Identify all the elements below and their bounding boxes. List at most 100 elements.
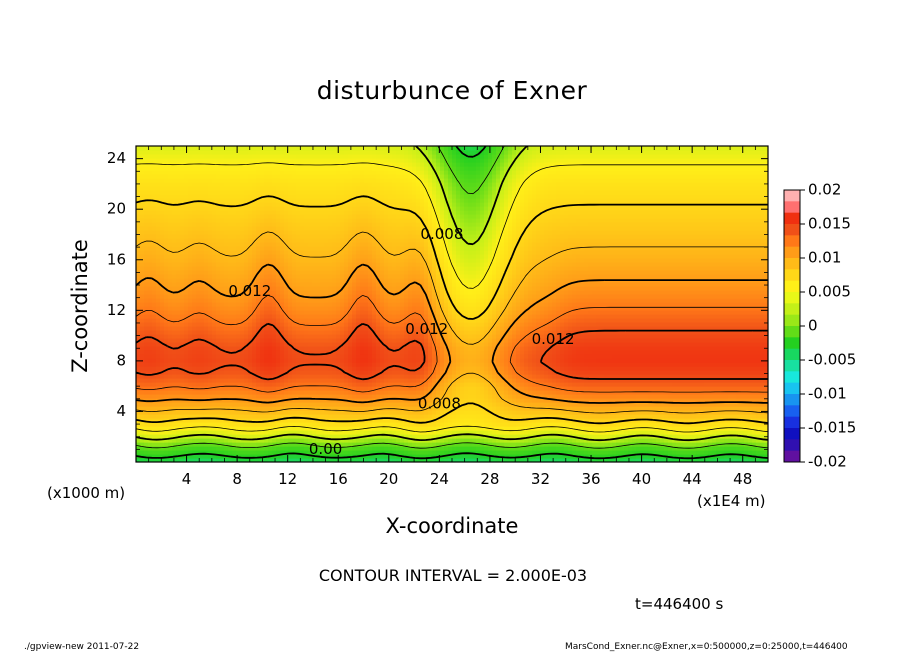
heat-cell [312, 294, 317, 299]
heat-cell [276, 314, 281, 319]
heat-cell [296, 398, 301, 403]
heat-cell [384, 286, 389, 291]
heat-cell [156, 322, 161, 327]
heat-cell [212, 226, 217, 231]
heat-cell [168, 442, 173, 447]
heat-cell [240, 434, 245, 439]
heat-cell [256, 282, 261, 287]
heat-cell [280, 278, 285, 283]
heat-cell [300, 186, 305, 191]
heat-cell [368, 246, 373, 251]
heat-cell [276, 234, 281, 239]
heat-cell [308, 294, 313, 299]
heat-cell [284, 454, 289, 459]
heat-cell [336, 190, 341, 195]
heat-cell [152, 290, 157, 295]
heat-cell [248, 338, 253, 343]
heat-cell [380, 178, 385, 183]
heat-cell [156, 198, 161, 203]
heat-cell [320, 438, 325, 443]
heat-cell [164, 362, 169, 367]
heat-cell [272, 318, 277, 323]
heat-cell [352, 150, 357, 155]
heat-cell [360, 250, 365, 255]
heat-cell [268, 458, 273, 462]
heat-cell [296, 146, 301, 151]
heat-cell [228, 186, 233, 191]
heat-cell [140, 230, 145, 235]
heat-cell [308, 154, 313, 159]
heat-cell [196, 378, 201, 383]
heat-cell [136, 158, 141, 163]
heat-cell [144, 174, 149, 179]
heat-cell [284, 242, 289, 247]
heat-cell [372, 346, 377, 351]
heat-cell [224, 430, 229, 435]
heat-cell [260, 214, 265, 219]
heat-cell [360, 210, 365, 215]
heat-cell [368, 306, 373, 311]
heat-cell [216, 330, 221, 335]
heat-cell [276, 406, 281, 411]
heat-cell [276, 250, 281, 255]
heat-cell [312, 250, 317, 255]
heat-cell [224, 194, 229, 199]
heat-cell [136, 254, 141, 259]
heat-cell [136, 334, 141, 339]
heat-cell [276, 382, 281, 387]
heat-cell [196, 438, 201, 443]
heat-cell [324, 442, 329, 447]
heat-cell [264, 350, 269, 355]
heat-cell [188, 154, 193, 159]
heat-cell [344, 154, 349, 159]
heat-cell [136, 150, 141, 155]
heat-cell [196, 302, 201, 307]
heat-cell [284, 158, 289, 163]
heat-cell [284, 294, 289, 299]
heat-cell [180, 458, 185, 462]
heat-cell [192, 318, 197, 323]
heat-cell [224, 330, 229, 335]
heat-cell [236, 158, 241, 163]
heat-cell [356, 198, 361, 203]
heat-cell [164, 318, 169, 323]
heat-cell [336, 358, 341, 363]
heat-cell [252, 426, 257, 431]
heat-cell [256, 254, 261, 259]
heat-cell [244, 414, 249, 419]
heat-cell [260, 274, 265, 279]
heat-cell [140, 322, 145, 327]
heat-cell [188, 238, 193, 243]
heat-cell [280, 402, 285, 407]
heat-cell [248, 190, 253, 195]
heat-cell [156, 310, 161, 315]
heat-cell [312, 418, 317, 423]
heat-cell [164, 334, 169, 339]
heat-cell [252, 350, 257, 355]
heat-cell [232, 394, 237, 399]
heat-cell [216, 378, 221, 383]
heat-cell [288, 210, 293, 215]
heat-cell [220, 250, 225, 255]
heat-cell [172, 438, 177, 443]
heat-cell [352, 326, 357, 331]
heat-cell [180, 270, 185, 275]
heat-cell [300, 194, 305, 199]
heat-cell [248, 382, 253, 387]
heat-cell [164, 270, 169, 275]
heat-cell [332, 238, 337, 243]
heat-cell [220, 446, 225, 451]
heat-cell [236, 306, 241, 311]
heat-cell [184, 274, 189, 279]
heat-cell [196, 410, 201, 415]
heat-cell [248, 366, 253, 371]
heat-cell [304, 426, 309, 431]
heat-cell [236, 230, 241, 235]
heat-cell [308, 230, 313, 235]
heat-cell [204, 458, 209, 462]
heat-cell [272, 354, 277, 359]
heat-cell [264, 274, 269, 279]
heat-cell [348, 242, 353, 247]
heat-cell [188, 246, 193, 251]
heat-cell [228, 214, 233, 219]
